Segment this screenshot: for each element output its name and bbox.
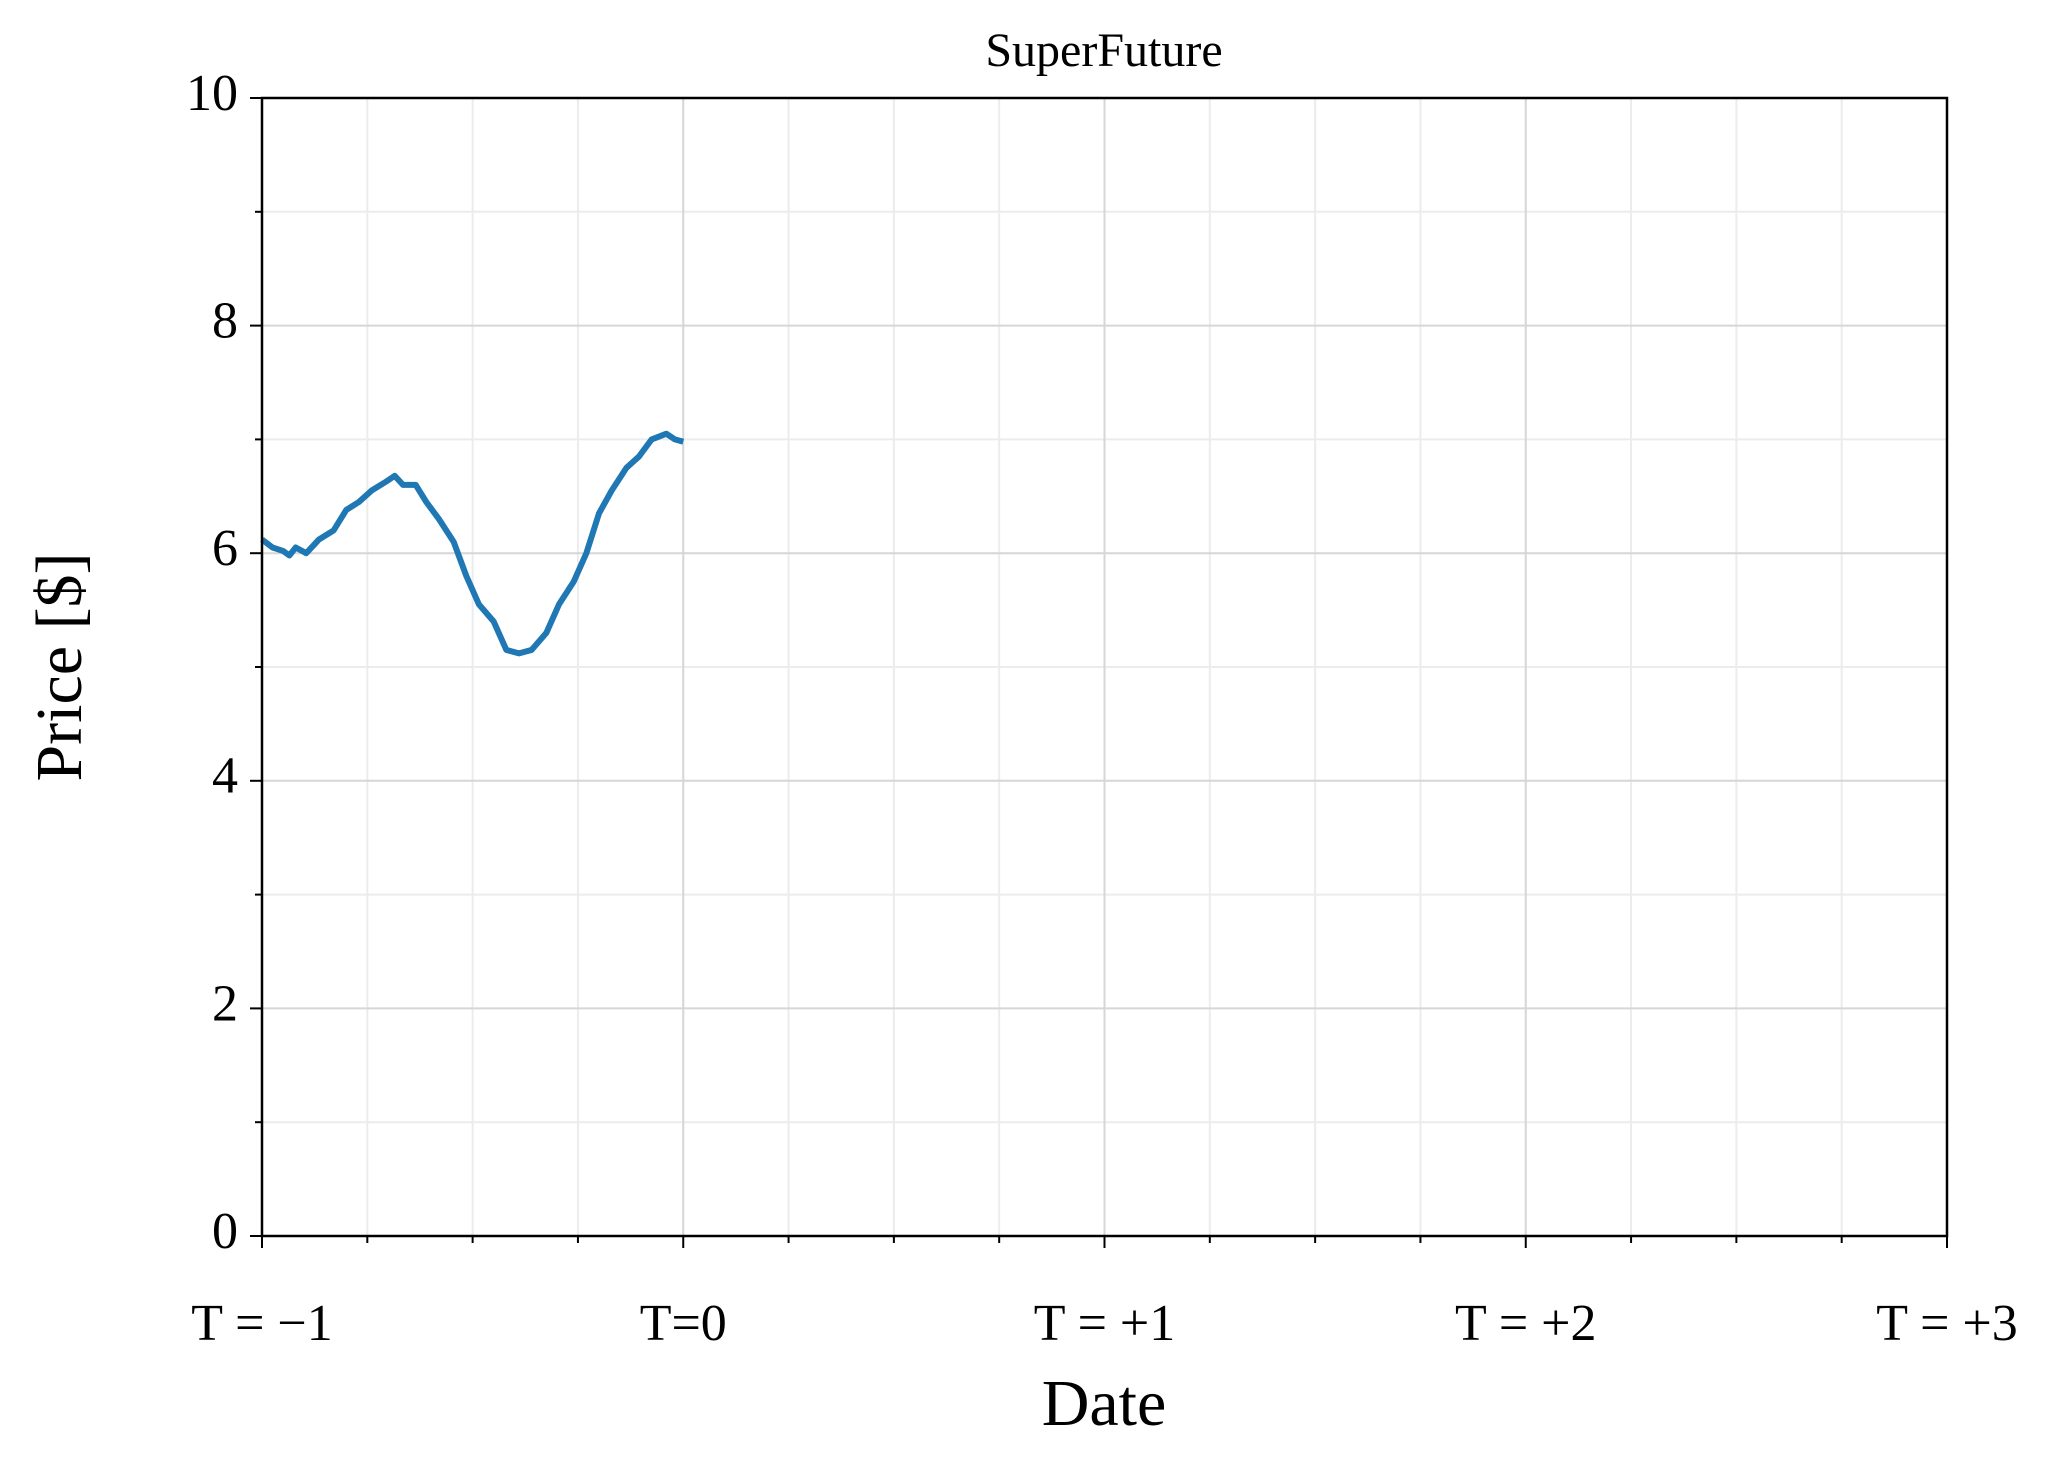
x-tick-label: T=0 (640, 1295, 727, 1352)
x-tick-label: T = +1 (1034, 1295, 1175, 1352)
plot-frame (260, 96, 1949, 1238)
y-tick-label: 0 (212, 1203, 238, 1260)
y-tick-label: 8 (212, 293, 238, 350)
y-tick-label: 10 (186, 65, 238, 122)
y-tick-label: 4 (212, 748, 238, 805)
y-axis-label: Price [$] (23, 552, 96, 781)
x-tick-label: T = +3 (1876, 1295, 2017, 1352)
chart-title: SuperFuture (985, 24, 1222, 77)
y-tick-label: 6 (212, 520, 238, 577)
x-tick-label: T = +2 (1455, 1295, 1596, 1352)
y-tick-label: 2 (212, 975, 238, 1032)
x-tick-label: T = −1 (191, 1295, 332, 1352)
line (260, 430, 685, 657)
x-axis-label: Date (1042, 1367, 1167, 1440)
